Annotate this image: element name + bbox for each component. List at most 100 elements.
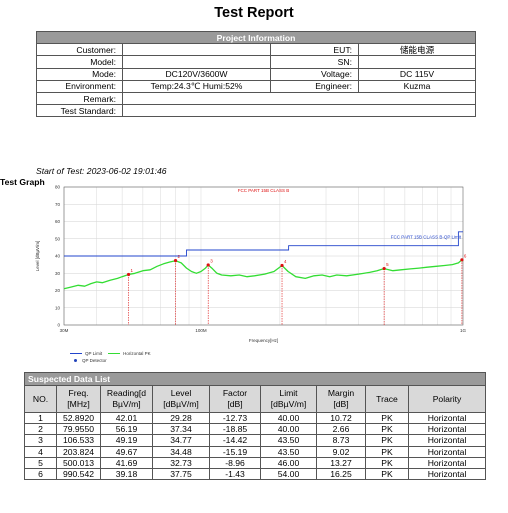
y-tick-label: 20 [55,288,61,293]
table-row: 5 500.013 41.69 32.73 -8.96 46.00 13.27 PK Horiz… [24,456,487,469]
project-info-row: Mode: DC120V/3600W Voltage: DC 115V [36,67,477,81]
table-cell: Horizontal [407,445,487,458]
report-title: Test Report [214,5,294,21]
y-tick-label: 30 [55,271,61,276]
info-value: 储能电源 [357,43,477,57]
info-label: Model: [36,55,123,69]
table-cell: 42.01 [100,411,153,425]
table-cell: 8.73 [316,434,366,447]
table-cell: 6 [24,467,57,481]
peak-marker-dot [206,263,210,267]
info-value: Temp:24.3℃ Humi:52% [122,79,271,93]
peak-marker-label: 6 [464,253,467,258]
table-cell: 54.00 [260,467,317,481]
peak-marker-dot [382,266,386,271]
legend-trace-swatch [108,353,121,354]
info-label: Engineer: [270,79,359,93]
y-tick-label: 50 [55,236,61,241]
peak-marker-label: 2 [178,254,181,259]
table-cell: 10.72 [316,411,366,425]
table-cell: -1.43 [209,467,261,481]
x-axis-label: Frequency[Hz] [249,338,278,343]
peak-marker-label: 4 [284,259,287,264]
table-cell: 5 [24,456,57,469]
column-header: Level [dBµV/m] [152,385,210,413]
info-label: Environment: [36,79,123,93]
peak-marker-dot [460,258,464,262]
info-value: Kuzma [357,79,477,93]
table-cell: 49.19 [100,434,153,447]
x-tick-label: 100M [195,328,207,333]
table-cell: Horizontal [407,434,487,447]
table-cell: Horizontal [407,456,487,469]
y-tick-label: 40 [55,254,61,259]
info-value: DC120V/3600W [122,67,271,81]
project-info-row: Environment: Temp:24.3℃ Humi:52% Engineer:… [36,79,477,93]
test-standard-value [121,104,477,118]
column-header: Polarity [407,385,487,413]
table-cell: 43.50 [260,445,317,458]
column-header: Trace [365,385,409,413]
table-cell: 4 [24,445,57,458]
start-of-test: Start of Test: 2023-06-02 19:01:46 [36,166,167,176]
info-value [357,55,477,69]
table-cell: 203.824 [56,445,101,458]
info-value [122,43,271,57]
project-info-row: Customer: EUT: 储能电源 [36,43,477,57]
remark-label: Remark: [36,91,123,106]
legend-limit-swatch [70,353,82,354]
table-cell: PK [365,411,409,425]
table-cell: Horizontal [407,467,487,481]
table-cell: 3 [24,434,57,447]
column-header: NO. [24,385,57,413]
column-header: Freq. [MHz] [56,385,101,413]
emission-chart: 0 10 20 30 40 50 60 70 80 30M 100M 1G Frequency[Hz] L… [35,185,467,344]
table-cell: 2.66 [316,423,366,436]
peak-marker-label: 3 [210,259,213,264]
table-cell: 16.25 [316,467,366,481]
info-label: Customer: [36,43,123,57]
table-cell: 500.013 [56,456,101,469]
table-cell: 40.00 [260,411,317,425]
table-cell: 52.8920 [56,411,101,425]
table-cell: -8.96 [209,456,261,469]
table-cell: -12.73 [209,411,261,425]
y-axis-label: Level [dBµV/m] [35,241,40,272]
table-row: 6 990.542 39.18 37.75 -1.43 54.00 16.25 PK Horiz… [24,467,487,481]
y-tick-label: 60 [55,219,61,224]
table-cell: 106.533 [56,434,101,447]
table-row: 2 79.9550 56.19 37.34 -18.85 40.00 2.66 PK Horiz… [24,423,487,436]
x-tick-label: 1G [460,328,467,333]
table-cell: PK [365,434,409,447]
table-cell: 56.19 [100,423,153,436]
table-cell: 37.34 [152,423,210,436]
project-info-header: Project Information [35,30,477,45]
peak-marker-dot [280,263,284,268]
test-graph-label: Test Graph [0,177,45,187]
project-info-table: Project Information Customer: EUT: 储能电源 Mod… [35,30,477,118]
column-header: Limit [dBµV/m] [260,385,317,413]
table-cell: 34.77 [152,434,210,447]
suspected-data-table: Suspected Data List NO. Freq. [MHz] Reading… [23,372,487,481]
info-label: Mode: [36,67,123,81]
column-header: Margin [dB] [316,385,366,413]
table-cell: 43.50 [260,434,317,447]
table-cell: 37.75 [152,467,210,481]
table-row: 1 52.8920 42.01 29.28 -12.73 40.00 10.72 PK Hori… [24,411,487,425]
remark-value [121,91,477,106]
column-header: Reading[d BµV/m] [100,385,153,413]
table-cell: -18.85 [209,423,261,436]
table-row: 4 203.824 49.67 34.48 -15.19 43.50 9.02 PK Horiz… [24,445,487,458]
y-tick-label: 70 [55,202,61,207]
peak-marker-label: 5 [386,262,389,267]
table-cell: Horizontal [407,423,487,436]
table-cell: 32.73 [152,456,210,469]
project-info-row: Model: SN: [36,55,477,69]
chart-title: FCC PART 15B CLASS B [238,188,290,193]
table-cell: -15.19 [209,445,261,458]
qp-limit-line [64,231,463,257]
table-cell: 49.67 [100,445,153,458]
table-row: 3 106.533 49.19 34.77 -14.42 43.50 8.73 PK Horiz… [24,434,487,447]
test-standard-label: Test Standard: [36,104,123,118]
info-value: DC 115V [357,67,477,81]
